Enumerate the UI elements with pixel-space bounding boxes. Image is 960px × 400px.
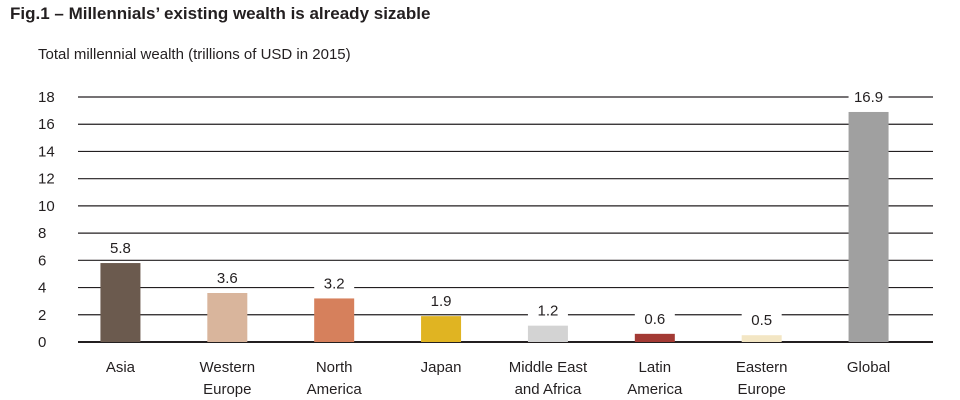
category-label: Western [200, 359, 256, 376]
bar [634, 333, 675, 342]
data-label: 0.6 [644, 311, 665, 328]
data-label-background [527, 301, 568, 320]
bar [527, 325, 568, 342]
bar [741, 335, 782, 342]
y-tick-label: 16 [38, 116, 55, 133]
y-tick-label: 18 [38, 89, 55, 106]
data-label-background [634, 309, 675, 328]
category-label: America [627, 381, 683, 398]
category-label: Global [847, 359, 890, 376]
bar [421, 316, 462, 342]
bar [207, 293, 248, 342]
category-label: Asia [106, 359, 136, 376]
y-tick-label: 2 [38, 307, 46, 324]
data-label: 5.8 [110, 240, 131, 257]
y-tick-label: 8 [38, 225, 46, 242]
category-label: and Africa [515, 381, 582, 398]
data-label-background [314, 274, 355, 293]
y-tick-label: 4 [38, 280, 46, 297]
data-label: 0.5 [751, 312, 772, 329]
bar [314, 298, 355, 342]
data-label: 1.2 [538, 303, 559, 320]
category-label: Europe [738, 381, 786, 398]
bar [100, 263, 141, 342]
data-label: 1.9 [431, 293, 452, 310]
chart-title: Fig.1 – Millennials’ existing wealth is … [10, 4, 431, 23]
y-tick-label: 10 [38, 198, 55, 215]
y-tick-label: 0 [38, 334, 46, 351]
data-label-background [100, 239, 141, 258]
data-label-background [207, 269, 248, 287]
y-tick-label: 12 [38, 171, 55, 188]
data-label-background [741, 311, 782, 330]
data-label: 3.2 [324, 275, 345, 292]
category-label: Japan [421, 359, 462, 376]
y-tick-label: 14 [38, 143, 55, 160]
category-label: North [316, 359, 353, 376]
bar [848, 111, 889, 342]
chart-subtitle: Total millennial wealth (trillions of US… [38, 46, 351, 63]
data-label: 16.9 [854, 89, 883, 106]
category-label: Latin [639, 359, 672, 376]
data-label: 3.6 [217, 270, 238, 287]
data-label-background [848, 87, 889, 106]
category-label: America [307, 381, 363, 398]
category-label: Europe [203, 381, 251, 398]
category-label: Middle East [509, 359, 588, 376]
category-label: Eastern [736, 359, 788, 376]
y-tick-label: 6 [38, 252, 46, 269]
data-label-background [421, 292, 462, 311]
